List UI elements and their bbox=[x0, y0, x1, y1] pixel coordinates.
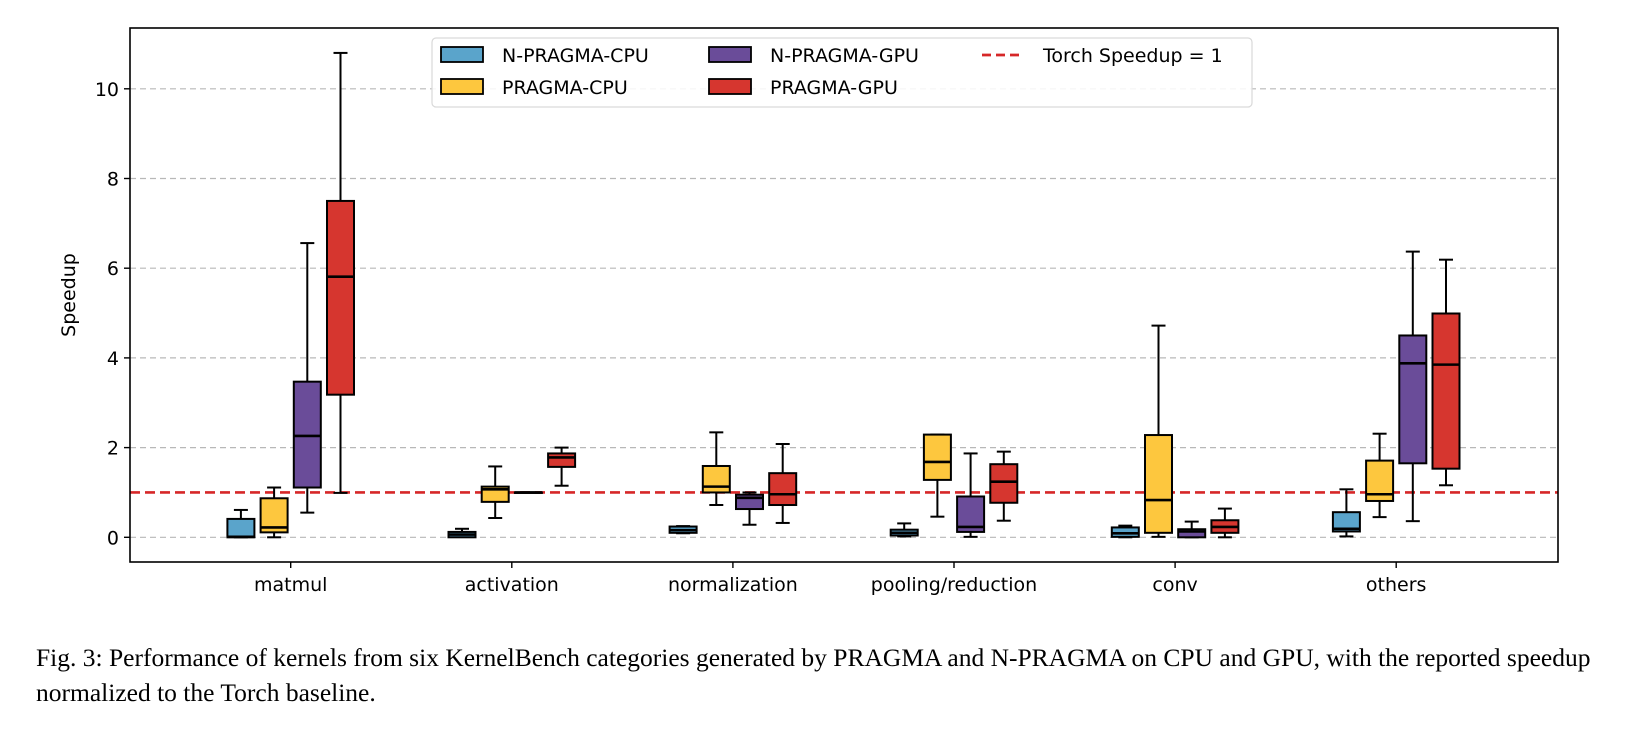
box-conv-n-pragma-gpu bbox=[1177, 520, 1207, 539]
box-normalization-pragma-gpu bbox=[768, 443, 798, 524]
box-others-pragma-cpu bbox=[1365, 432, 1395, 519]
legend-item-n-pragma-cpu: N-PRAGMA-CPU bbox=[440, 45, 649, 67]
series-pragma-gpu bbox=[326, 51, 1461, 539]
box-others-n-pragma-cpu bbox=[1331, 488, 1361, 538]
iqr-box bbox=[1398, 334, 1428, 465]
legend-item-pragma-cpu: PRAGMA-CPU bbox=[440, 77, 628, 99]
iqr-box bbox=[1331, 511, 1361, 533]
series-n-pragma-gpu bbox=[292, 242, 1428, 539]
legend-item-n-pragma-gpu: N-PRAGMA-GPU bbox=[708, 45, 919, 67]
box-activation-pragma-cpu bbox=[480, 465, 510, 520]
y-tick-label: 4 bbox=[107, 348, 119, 370]
legend-swatch bbox=[440, 78, 484, 95]
boxplot-layer bbox=[226, 51, 1461, 539]
iqr-box bbox=[226, 517, 256, 539]
x-tick-label: matmul bbox=[254, 574, 327, 596]
series-pragma-cpu bbox=[259, 324, 1395, 539]
box-activation-pragma-gpu bbox=[547, 446, 577, 487]
iqr-box bbox=[922, 433, 952, 481]
figure-caption: Fig. 3: Performance of kernels from six … bbox=[36, 643, 1591, 707]
iqr-box bbox=[1144, 434, 1173, 534]
y-tick-label: 0 bbox=[107, 527, 119, 549]
series-n-pragma-cpu bbox=[226, 488, 1361, 539]
box-others-n-pragma-gpu bbox=[1398, 250, 1428, 523]
legend-label: PRAGMA-CPU bbox=[502, 77, 628, 99]
legend-label: PRAGMA-GPU bbox=[770, 77, 898, 99]
box-pooling-reduction-pragma-cpu bbox=[922, 433, 952, 518]
box-others-pragma-gpu bbox=[1431, 258, 1461, 487]
iqr-box bbox=[1431, 312, 1461, 470]
box-conv-n-pragma-cpu bbox=[1110, 524, 1140, 539]
legend-label: Torch Speedup = 1 bbox=[1042, 45, 1223, 67]
legend-swatch bbox=[708, 46, 752, 63]
x-tick-label: others bbox=[1366, 574, 1427, 596]
box-pooling-reduction-pragma-gpu bbox=[989, 450, 1019, 522]
y-tick-label: 10 bbox=[95, 79, 119, 101]
y-tick-label: 8 bbox=[107, 169, 119, 191]
y-axis-ticks: 0 2 4 6 8 10 bbox=[95, 79, 130, 549]
box-pooling-reduction-n-pragma-cpu bbox=[889, 522, 919, 538]
box-conv-pragma-cpu bbox=[1144, 324, 1173, 538]
y-axis-label: Speedup bbox=[58, 253, 80, 337]
legend-swatch bbox=[440, 46, 484, 63]
iqr-box bbox=[989, 463, 1019, 504]
x-axis-ticks: matmul activation normalization pooling/red… bbox=[254, 562, 1426, 596]
legend-frame bbox=[431, 37, 1253, 108]
legend-item-torch-speedup-1: Torch Speedup = 1 bbox=[982, 45, 1223, 67]
x-tick-label: pooling/reduction bbox=[871, 574, 1037, 596]
box-normalization-n-pragma-cpu bbox=[668, 525, 698, 535]
legend-label: N-PRAGMA-GPU bbox=[770, 45, 919, 67]
legend-item-pragma-gpu: PRAGMA-GPU bbox=[708, 77, 898, 99]
box-normalization-pragma-cpu bbox=[701, 431, 731, 507]
legend-swatch bbox=[708, 78, 752, 95]
axes-frame bbox=[129, 27, 1559, 563]
iqr-box bbox=[326, 199, 355, 396]
iqr-box bbox=[292, 380, 322, 489]
box-activation-n-pragma-gpu bbox=[513, 491, 543, 494]
box-activation-n-pragma-cpu bbox=[447, 527, 477, 539]
legend: N-PRAGMA-CPU PRAGMA-CPU N-PRAGMA-GPU PRAGMA… bbox=[431, 37, 1253, 108]
iqr-box bbox=[547, 452, 577, 468]
box-pooling-reduction-n-pragma-gpu bbox=[956, 452, 986, 538]
x-tick-label: normalization bbox=[668, 574, 798, 596]
box-conv-pragma-gpu bbox=[1210, 507, 1240, 539]
iqr-box bbox=[768, 472, 798, 507]
box-matmul-n-pragma-gpu bbox=[292, 242, 322, 514]
box-normalization-n-pragma-gpu bbox=[735, 491, 764, 526]
y-tick-label: 2 bbox=[107, 438, 119, 460]
x-tick-label: activation bbox=[465, 574, 559, 596]
iqr-box bbox=[1177, 528, 1207, 539]
box-matmul-pragma-gpu bbox=[326, 51, 355, 494]
box-matmul-n-pragma-cpu bbox=[226, 508, 256, 539]
iqr-box bbox=[701, 464, 731, 494]
box-matmul-pragma-cpu bbox=[259, 486, 289, 539]
x-tick-label: conv bbox=[1152, 574, 1197, 596]
legend-label: N-PRAGMA-CPU bbox=[502, 45, 649, 67]
y-tick-label: 6 bbox=[107, 258, 119, 280]
